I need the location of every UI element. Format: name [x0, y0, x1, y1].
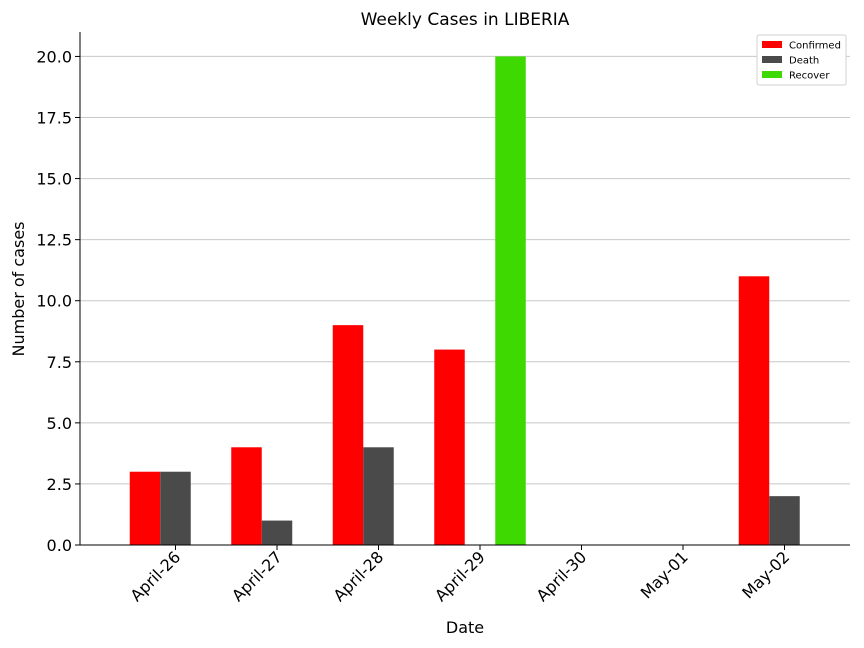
- axes: [79, 32, 850, 546]
- x-tick-label: April-27: [228, 547, 286, 605]
- chart-title: Weekly Cases in LIBERIA: [361, 10, 570, 30]
- legend-label-recover: Recover: [789, 71, 830, 82]
- y-tick-labels: 0.0 2.5 5.0 7.5 10.0 12.5 15.0 17.5 20.0: [36, 47, 80, 555]
- y-axis-title: Number of cases: [9, 222, 28, 357]
- legend-swatch-confirmed: [762, 41, 782, 48]
- bar-confirmed-april-26: [129, 471, 161, 545]
- bar-confirmed-april-29: [434, 349, 465, 545]
- legend: Confirmed Death Recover: [756, 34, 847, 86]
- y-tick-label: 20.0: [36, 47, 72, 66]
- bar-confirmed-april-27: [231, 447, 262, 545]
- bar-death-may-02: [769, 496, 800, 545]
- bar-confirmed-april-28: [332, 325, 364, 545]
- y-tick-label: 12.5: [36, 231, 72, 250]
- bar-death-april-28: [363, 447, 394, 545]
- legend-swatch-death: [762, 56, 782, 63]
- x-tick-label: May-02: [738, 547, 793, 602]
- y-tick-label: 0.0: [47, 536, 72, 555]
- bar-recover-april-29: [495, 56, 526, 546]
- y-tick-label: 2.5: [47, 475, 72, 494]
- x-tick-label: May-01: [637, 547, 692, 602]
- x-axis-title: Date: [446, 618, 484, 637]
- x-tick-labels: April-26 April-27 April-28 April-29 April-30…: [127, 545, 793, 605]
- gridlines: [80, 55, 850, 485]
- y-tick-label: 5.0: [47, 414, 72, 433]
- x-tick-label: April-26: [127, 547, 185, 605]
- legend-swatch-recover: [762, 71, 782, 78]
- y-tick-label: 15.0: [36, 170, 72, 189]
- legend-label-death: Death: [789, 56, 819, 67]
- y-tick-label: 17.5: [36, 109, 72, 128]
- bar-death-april-26: [160, 471, 191, 545]
- bar-death-april-27: [261, 520, 293, 545]
- bars: [129, 56, 800, 546]
- y-tick-label: 10.0: [36, 292, 72, 311]
- y-tick-label: 7.5: [47, 353, 72, 372]
- legend-label-confirmed: Confirmed: [789, 41, 841, 52]
- x-tick-label: April-30: [533, 547, 591, 605]
- bar-confirmed-may-02: [738, 276, 770, 545]
- x-tick-label: April-29: [431, 547, 489, 605]
- x-tick-label: April-28: [330, 547, 388, 605]
